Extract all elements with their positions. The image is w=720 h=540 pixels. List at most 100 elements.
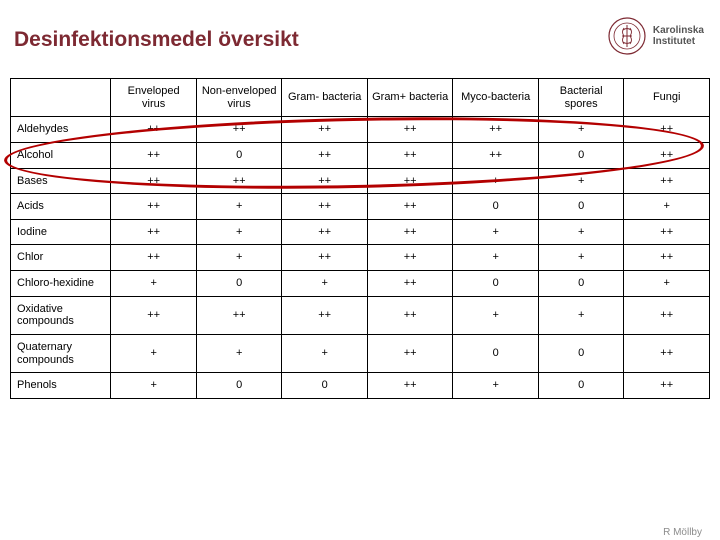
data-cell: ++ [282,194,368,220]
header-cell: Non-enveloped virus [196,79,282,117]
data-cell: ++ [111,219,197,245]
data-cell: + [196,335,282,373]
footer-author: R Möllby [663,527,702,538]
data-cell: ++ [624,117,710,143]
data-cell: ++ [196,117,282,143]
row-label: Chloro-hexidine [11,271,111,297]
data-cell: ++ [453,117,539,143]
data-cell: + [453,373,539,399]
row-label: Phenols [11,373,111,399]
data-cell: ++ [282,117,368,143]
header-cell: Bacterial spores [538,79,624,117]
data-cell: + [453,296,539,334]
data-cell: ++ [367,219,453,245]
table-row: Bases++++++++++++ [11,168,710,194]
data-cell: 0 [538,271,624,297]
row-label: Chlor [11,245,111,271]
disinfectant-table: Enveloped virus Non-enveloped virus Gram… [10,78,710,399]
data-cell: ++ [453,142,539,168]
brand-text: Karolinska Institutet [653,25,704,47]
data-cell: ++ [367,296,453,334]
data-cell: + [453,245,539,271]
header-cell: Gram- bacteria [282,79,368,117]
row-label: Quaternary compounds [11,335,111,373]
row-label: Aldehydes [11,117,111,143]
table-row: Quaternary compounds+++++00++ [11,335,710,373]
row-label: Bases [11,168,111,194]
data-cell: ++ [196,296,282,334]
data-cell: + [196,194,282,220]
data-cell: ++ [367,142,453,168]
karolinska-seal-icon [607,16,647,56]
data-cell: ++ [367,194,453,220]
data-cell: 0 [538,194,624,220]
data-cell: ++ [111,168,197,194]
table-head: Enveloped virus Non-enveloped virus Gram… [11,79,710,117]
table-row: Acids+++++++00+ [11,194,710,220]
header-cell: Myco-bacteria [453,79,539,117]
brand-line2: Institutet [653,36,704,47]
brand-line1: Karolinska [653,25,704,36]
data-cell: + [624,271,710,297]
data-cell: 0 [538,373,624,399]
data-cell: + [111,271,197,297]
header-cell: Enveloped virus [111,79,197,117]
data-cell: + [111,335,197,373]
data-cell: 0 [453,194,539,220]
data-cell: 0 [538,142,624,168]
header-row: Enveloped virus Non-enveloped virus Gram… [11,79,710,117]
table-row: Phenols+00+++0++ [11,373,710,399]
data-cell: ++ [282,142,368,168]
data-cell: + [453,219,539,245]
table-row: Iodine+++++++++++ [11,219,710,245]
data-cell: ++ [111,245,197,271]
row-label: Oxidative compounds [11,296,111,334]
data-cell: + [196,219,282,245]
row-label: Acids [11,194,111,220]
data-cell: ++ [111,194,197,220]
data-cell: ++ [367,245,453,271]
data-cell: ++ [111,117,197,143]
data-cell: ++ [282,219,368,245]
data-cell: + [538,117,624,143]
data-cell: ++ [624,296,710,334]
table-row: Oxidative compounds++++++++++++ [11,296,710,334]
table-region: Enveloped virus Non-enveloped virus Gram… [0,60,720,399]
data-cell: ++ [282,296,368,334]
data-cell: ++ [624,219,710,245]
table-row: Alcohol++0++++++0++ [11,142,710,168]
header-cell: Gram+ bacteria [367,79,453,117]
data-cell: + [282,335,368,373]
data-cell: ++ [624,335,710,373]
table-row: Chloro-hexidine+0+++00+ [11,271,710,297]
row-label: Iodine [11,219,111,245]
data-cell: 0 [196,373,282,399]
data-cell: ++ [367,168,453,194]
page-title: Desinfektionsmedel översikt [14,28,706,52]
row-label: Alcohol [11,142,111,168]
data-cell: 0 [453,271,539,297]
data-cell: ++ [367,373,453,399]
data-cell: ++ [282,245,368,271]
table-row: Aldehydes+++++++++++++ [11,117,710,143]
data-cell: 0 [196,271,282,297]
data-cell: ++ [624,142,710,168]
data-cell: + [111,373,197,399]
data-cell: ++ [367,271,453,297]
data-cell: 0 [453,335,539,373]
data-cell: ++ [624,168,710,194]
data-cell: + [538,219,624,245]
data-cell: + [453,168,539,194]
data-cell: 0 [282,373,368,399]
data-cell: 0 [538,335,624,373]
table-row: Chlor+++++++++++ [11,245,710,271]
data-cell: + [196,245,282,271]
data-cell: ++ [111,296,197,334]
data-cell: ++ [282,168,368,194]
header-cell [11,79,111,117]
data-cell: ++ [367,117,453,143]
data-cell: ++ [624,245,710,271]
data-cell: + [538,168,624,194]
slide-header: Desinfektionsmedel översikt Karolinska I… [0,0,720,60]
table-body: Aldehydes+++++++++++++Alcohol++0++++++0+… [11,117,710,399]
